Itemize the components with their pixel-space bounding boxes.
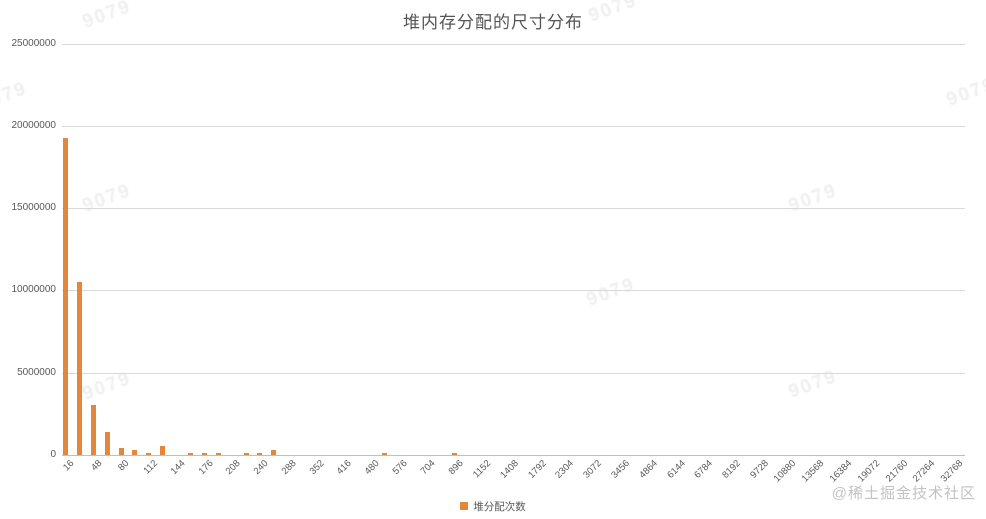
bar-size-112 bbox=[146, 452, 152, 455]
x-tick-label-text: 21760 bbox=[883, 458, 910, 485]
x-tick-label-text: 352 bbox=[307, 458, 327, 477]
x-tick-label-text: 240 bbox=[251, 458, 271, 477]
x-tick-label-text: 704 bbox=[418, 458, 438, 477]
tile-watermark: 9079 bbox=[79, 180, 135, 217]
bar-size-48 bbox=[90, 404, 96, 455]
bar-size-512 bbox=[382, 453, 388, 455]
x-tick-label-text: 2304 bbox=[553, 458, 577, 481]
bar-size-256 bbox=[271, 450, 277, 455]
x-tick-label-text: 27264 bbox=[911, 458, 938, 485]
y-tick-label: 10000000 bbox=[11, 284, 57, 296]
gridline bbox=[62, 290, 965, 292]
x-tick-label-text: 480 bbox=[362, 458, 382, 477]
y-tick-label: 5000000 bbox=[17, 366, 56, 378]
bar-size-128 bbox=[160, 446, 166, 455]
y-tick-label: 25000000 bbox=[11, 37, 57, 49]
x-tick-label-text: 112 bbox=[141, 458, 160, 477]
x-tick-label-text: 8192 bbox=[720, 458, 744, 481]
x-tick-label-text: 16384 bbox=[827, 458, 855, 485]
tile-watermark: 9079 bbox=[785, 180, 841, 217]
x-tick-label-text: 144 bbox=[168, 458, 188, 477]
x-tick-label-text: 3456 bbox=[609, 458, 632, 481]
y-tick-label: 15000000 bbox=[11, 202, 57, 214]
x-tick-label-text: 32768 bbox=[938, 458, 966, 485]
x-tick-label-text: 19072 bbox=[855, 458, 882, 485]
bar-size-160 bbox=[187, 452, 193, 455]
x-tick-label-text: 3072 bbox=[581, 458, 605, 481]
site-watermark: @稀土掘金技术社区 bbox=[831, 485, 976, 502]
x-tick-label-text: 9728 bbox=[748, 458, 771, 481]
tile-watermark: 9079 bbox=[583, 274, 639, 311]
bar-size-16 bbox=[62, 138, 68, 455]
x-tick-label-text: 576 bbox=[390, 458, 410, 477]
x-tick-label-text: 896 bbox=[446, 458, 466, 477]
bar-size-192 bbox=[215, 453, 221, 455]
x-tick-label-text: 208 bbox=[223, 458, 243, 477]
gridline bbox=[62, 372, 965, 374]
gridline bbox=[62, 208, 965, 210]
legend-label: 堆分配次数 bbox=[473, 500, 526, 513]
x-tick-label-text: 416 bbox=[335, 458, 355, 477]
x-tick-label-text: 1792 bbox=[525, 458, 549, 481]
x-tick-label-text: 10880 bbox=[772, 458, 799, 485]
tile-watermark: 9079 bbox=[0, 78, 31, 115]
legend-swatch-icon bbox=[460, 502, 469, 510]
bar-size-96 bbox=[132, 450, 138, 455]
bar-size-896 bbox=[451, 453, 457, 455]
gridline bbox=[62, 43, 965, 45]
chart-title: 堆内存分配的尺寸分布 bbox=[403, 13, 583, 32]
x-axis-line bbox=[62, 455, 965, 456]
x-tick-label-text: 1152 bbox=[470, 458, 493, 481]
y-tick-label: 20000000 bbox=[11, 119, 57, 131]
x-tick-label-text: 1408 bbox=[498, 458, 521, 481]
bar-size-32 bbox=[76, 282, 82, 455]
bar-size-176 bbox=[201, 452, 207, 455]
tile-watermark: 9079 bbox=[943, 74, 986, 111]
bar-size-224 bbox=[243, 453, 249, 455]
x-tick-label-text: 80 bbox=[116, 458, 132, 474]
bar-size-240 bbox=[257, 453, 263, 455]
bar-size-64 bbox=[104, 431, 110, 455]
gridline bbox=[62, 125, 965, 127]
x-tick-label-text: 13568 bbox=[799, 458, 827, 485]
x-tick-label-text: 6144 bbox=[664, 458, 688, 481]
tile-watermark: 9079 bbox=[79, 368, 135, 405]
x-tick-label-text: 48 bbox=[88, 458, 104, 474]
x-tick-label-text: 176 bbox=[196, 458, 216, 477]
x-tick-label-text: 4864 bbox=[636, 458, 660, 481]
x-tick-label-text: 6784 bbox=[692, 458, 716, 481]
x-tick-label-text: 16 bbox=[60, 458, 77, 474]
legend: 堆分配次数 bbox=[0, 498, 986, 514]
bar-size-80 bbox=[118, 448, 124, 455]
x-tick-label-text: 288 bbox=[279, 458, 299, 477]
y-tick-label: 0 bbox=[50, 449, 56, 460]
